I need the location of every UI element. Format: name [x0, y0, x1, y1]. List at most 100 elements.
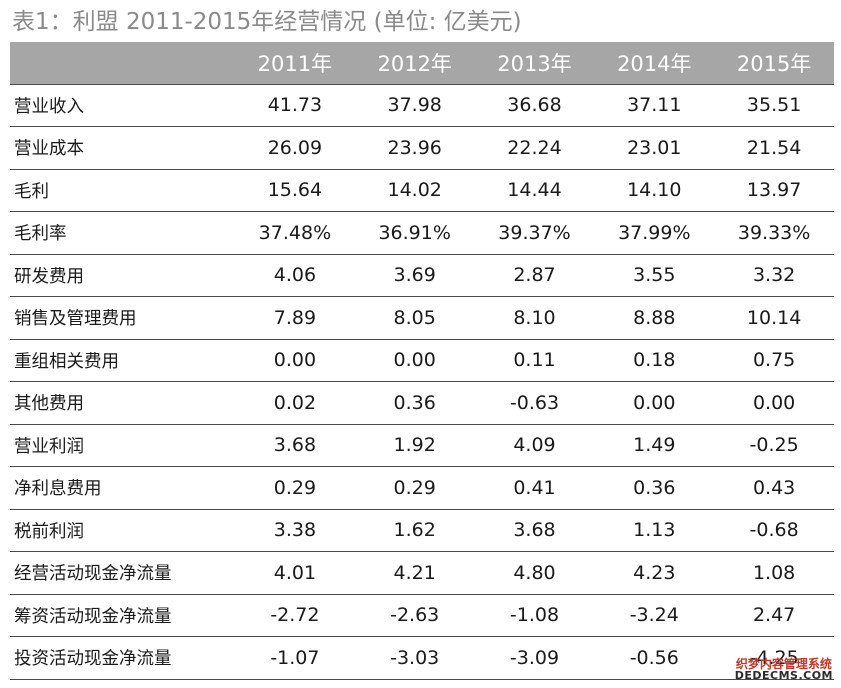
value-cell: 37.99% [594, 211, 715, 255]
value-cell: 4.01 [235, 551, 355, 595]
table-row: 净利息费用 0.29 0.29 0.41 0.36 0.43 [10, 466, 834, 510]
value-cell: -0.25 [714, 424, 834, 467]
value-cell: -0.68 [714, 509, 834, 552]
value-cell: -0.63 [474, 381, 595, 425]
value-cell: -3.03 [354, 636, 475, 680]
value-cell: 0.00 [714, 381, 834, 425]
value-cell: 3.38 [235, 509, 355, 552]
value-cell: 1.92 [354, 424, 475, 467]
value-cell: -2.63 [354, 594, 475, 637]
value-cell: 10.14 [714, 296, 834, 340]
row-label: 营业成本 [10, 126, 235, 170]
value-cell: 23.96 [354, 126, 475, 170]
value-cell: 8.05 [354, 296, 475, 340]
table-title: 表1：利盟 2011-2015年经营情况 (单位: 亿美元) [12, 9, 522, 35]
table-row: 营业利润 3.68 1.92 4.09 1.49 -0.25 [10, 424, 834, 467]
value-cell: 0.43 [714, 466, 834, 510]
value-cell: 0.75 [714, 339, 834, 382]
header-cell-year: 2014年 [594, 42, 715, 84]
value-cell: 1.13 [594, 509, 715, 552]
value-cell: 26.09 [235, 126, 355, 170]
value-cell: 4.09 [474, 424, 595, 467]
table-row: 经营活动现金净流量 4.01 4.21 4.80 4.23 1.08 [10, 551, 834, 595]
value-cell: 0.11 [474, 339, 595, 382]
value-cell: 36.68 [474, 83, 595, 127]
value-cell: 1.49 [594, 424, 715, 467]
table-row: 重组相关费用 0.00 0.00 0.11 0.18 0.75 [10, 339, 834, 382]
value-cell: 0.02 [235, 381, 355, 425]
value-cell: 15.64 [235, 169, 355, 212]
row-label: 销售及管理费用 [10, 296, 235, 340]
value-cell: 13.97 [714, 169, 834, 212]
value-cell: 41.73 [235, 83, 355, 127]
row-label: 毛利率 [10, 211, 235, 255]
value-cell: 0.41 [474, 466, 595, 510]
row-label: 筹资活动现金净流量 [10, 594, 235, 637]
value-cell: -4.25 [714, 636, 834, 680]
value-cell: 1.08 [714, 551, 834, 595]
watermark-text-cn: 织梦内容管理系统 [735, 656, 832, 671]
value-cell: 0.29 [354, 466, 475, 510]
table-body: 营业收入 41.73 37.98 36.68 37.11 35.51 营业成本 26.09 23… [10, 83, 834, 680]
value-cell: 37.48% [235, 211, 355, 255]
table-row: 研发费用 4.06 3.69 2.87 3.55 3.32 [10, 254, 834, 297]
value-cell: 4.06 [235, 254, 355, 297]
value-cell: 1.62 [354, 509, 475, 552]
value-cell: 3.68 [235, 424, 355, 467]
value-cell: 14.02 [354, 169, 475, 212]
value-cell: 4.80 [474, 551, 595, 595]
table-row: 税前利润 3.38 1.62 3.68 1.13 -0.68 [10, 509, 834, 552]
value-cell: 0.36 [594, 466, 715, 510]
table-row: 营业成本 26.09 23.96 22.24 23.01 21.54 [10, 126, 834, 170]
value-cell: 8.88 [594, 296, 715, 340]
value-cell: 23.01 [594, 126, 715, 170]
row-label: 投资活动现金净流量 [10, 636, 235, 680]
table-row: 毛利 15.64 14.02 14.44 14.10 13.97 [10, 169, 834, 212]
value-cell: -2.72 [235, 594, 355, 637]
value-cell: 39.37% [474, 211, 595, 255]
value-cell: 3.69 [354, 254, 475, 297]
value-cell: -1.08 [474, 594, 595, 637]
value-cell: 8.10 [474, 296, 595, 340]
table-row: 其他费用 0.02 0.36 -0.63 0.00 0.00 [10, 381, 834, 425]
value-cell: 0.00 [354, 339, 475, 382]
value-cell: 21.54 [714, 126, 834, 170]
value-cell: 3.55 [594, 254, 715, 297]
row-label: 其他费用 [10, 381, 235, 425]
value-cell: 4.21 [354, 551, 475, 595]
value-cell: 4.23 [594, 551, 715, 595]
watermark-text-en: DEDECMS.COM [734, 669, 833, 683]
table-row: 投资活动现金净流量 -1.07 -3.03 -3.09 -0.56 -4.25 [10, 636, 834, 680]
header-cell-year: 2013年 [474, 42, 595, 84]
row-label: 净利息费用 [10, 466, 235, 510]
value-cell: 37.11 [594, 83, 715, 127]
value-cell: 0.36 [354, 381, 475, 425]
row-label: 营业收入 [10, 83, 235, 127]
value-cell: 2.47 [714, 594, 834, 637]
table-row: 筹资活动现金净流量 -2.72 -2.63 -1.08 -3.24 2.47 [10, 594, 834, 637]
value-cell: 36.91% [354, 211, 475, 255]
value-cell: 3.68 [474, 509, 595, 552]
row-label: 税前利润 [10, 509, 235, 552]
operating-results-table: 2011年 2012年 2013年 2014年 2015年 营业收入 41.73 3… [10, 42, 834, 680]
value-cell: 14.44 [474, 169, 595, 212]
row-label: 重组相关费用 [10, 339, 235, 382]
watermark-logo: 织梦内容管理系统 DEDECMS.COM [735, 658, 833, 682]
value-cell: -1.07 [235, 636, 355, 680]
value-cell: -0.56 [594, 636, 715, 680]
value-cell: 2.87 [474, 254, 595, 297]
value-cell: 0.29 [235, 466, 355, 510]
value-cell: 7.89 [235, 296, 355, 340]
header-cell-label [10, 42, 235, 84]
value-cell: 39.33% [714, 211, 834, 255]
value-cell: 0.18 [594, 339, 715, 382]
value-cell: 0.00 [235, 339, 355, 382]
value-cell: 22.24 [474, 126, 595, 170]
value-cell: 14.10 [594, 169, 715, 212]
row-label: 经营活动现金净流量 [10, 551, 235, 595]
value-cell: 37.98 [354, 83, 475, 127]
table-row: 营业收入 41.73 37.98 36.68 37.11 35.51 [10, 83, 834, 127]
value-cell: -3.24 [594, 594, 715, 637]
value-cell: 0.00 [594, 381, 715, 425]
table-row: 销售及管理费用 7.89 8.05 8.10 8.88 10.14 [10, 296, 834, 340]
